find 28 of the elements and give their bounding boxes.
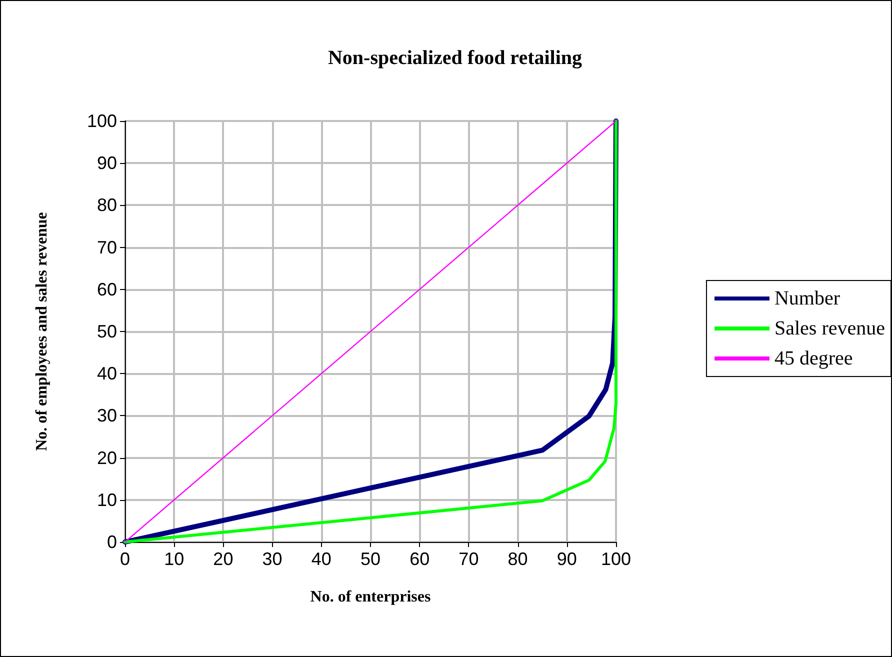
chart-title: Non-specialized food retailing <box>328 47 582 69</box>
x-tick-label: 100 <box>600 549 632 569</box>
x-tick-label: 60 <box>410 549 430 569</box>
y-tick-label: 30 <box>96 406 117 426</box>
y-tick-label: 80 <box>96 195 117 216</box>
y-tick-label: 70 <box>96 237 117 258</box>
x-tick-label: 0 <box>120 549 130 569</box>
legend-label: 45 degree <box>774 348 853 370</box>
x-tick-label: 20 <box>213 549 234 569</box>
y-tick-label: 90 <box>96 153 117 174</box>
x-tick-label: 30 <box>262 549 282 569</box>
x-tick-label: 40 <box>311 549 332 569</box>
x-axis-title: No. of enterprises <box>310 588 431 606</box>
y-tick-label: 10 <box>96 490 117 510</box>
legend-label: Sales revenue <box>774 318 886 340</box>
x-tick-label: 10 <box>164 549 184 569</box>
y-tick-label: 50 <box>96 322 117 342</box>
y-axis-title: No. of employees and sales revenue <box>34 212 50 451</box>
y-tick-label: 60 <box>96 279 117 300</box>
y-tick-label: 20 <box>96 448 117 468</box>
y-tick-label: 0 <box>106 532 117 552</box>
y-tick-label: 40 <box>96 364 117 384</box>
legend-label: Number <box>774 288 840 310</box>
x-tick-label: 80 <box>508 549 528 569</box>
x-tick-label: 50 <box>360 549 381 569</box>
x-tick-label: 90 <box>556 549 577 569</box>
y-tick-label: 100 <box>86 111 117 131</box>
x-tick-label: 70 <box>458 549 479 569</box>
